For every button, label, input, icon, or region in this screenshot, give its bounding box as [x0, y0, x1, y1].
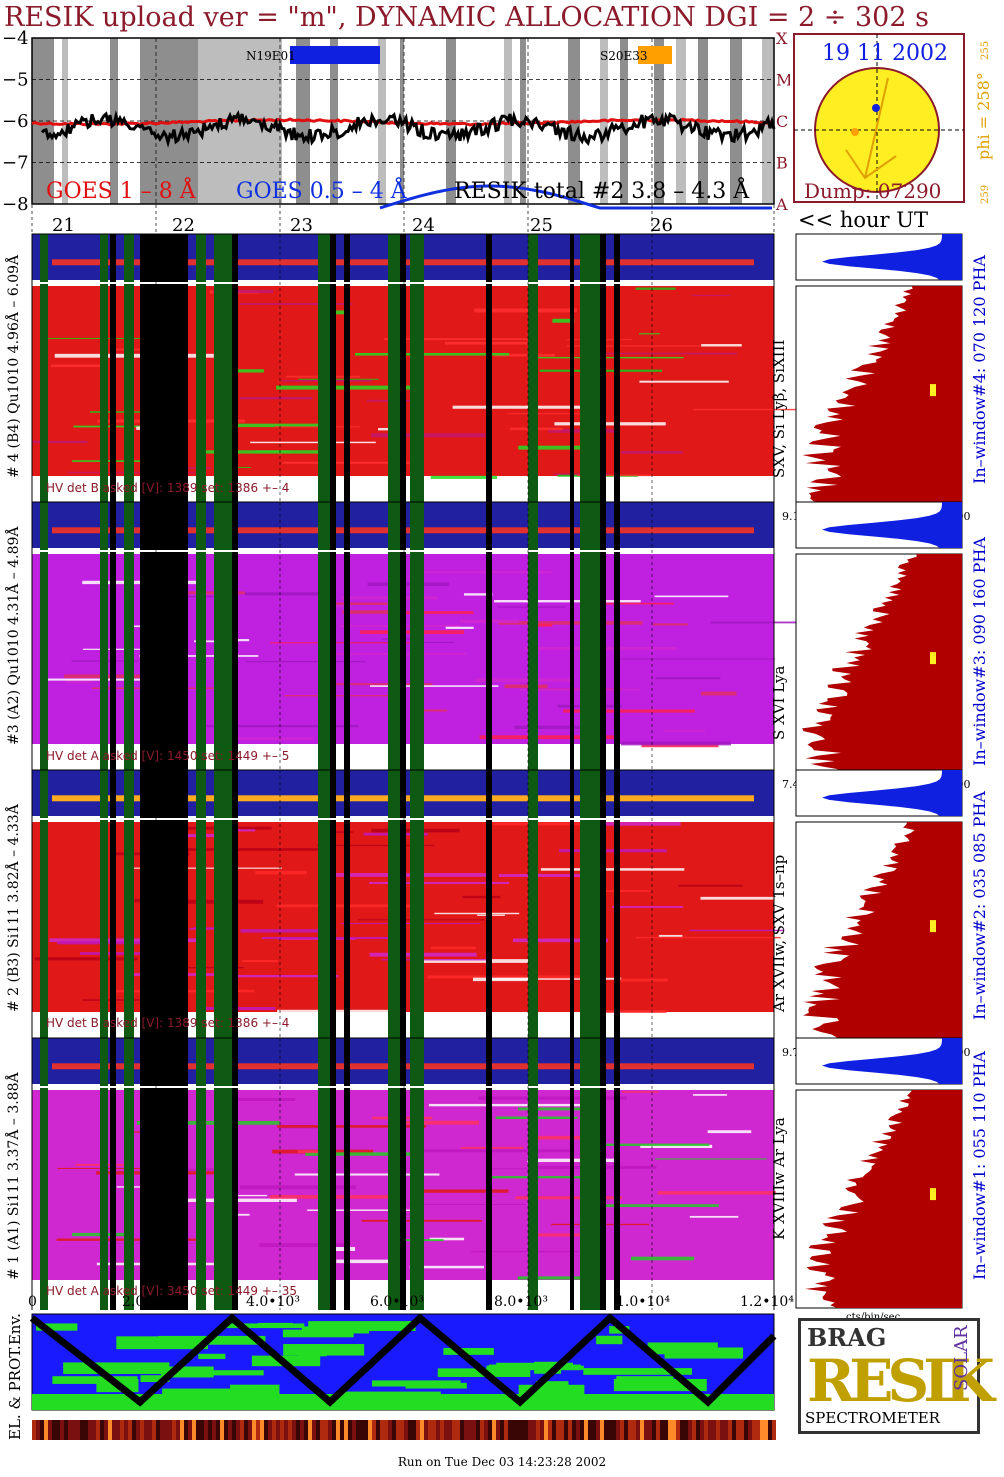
pha-peak: [822, 502, 962, 548]
resik-series: [40, 110, 776, 148]
channel-4-window-label: In–window#4: 070 120 PHA: [970, 255, 989, 484]
counts-tick-label: 8.0•10³: [494, 1294, 548, 1310]
region-label-2: S20E33: [600, 49, 648, 63]
eclipse-band: [62, 38, 68, 204]
region-marker-2: [851, 128, 859, 136]
channel-1-panel: 8.636.474.322.160.00: [31, 1037, 963, 1310]
counts-tick-label: 1.2•10⁴: [740, 1294, 794, 1310]
channel-1-left-label: # 1 (A1) Si111 3.37Å – 3.88Å: [6, 1072, 22, 1280]
logo-bottom: SPECTROMETER: [805, 1409, 940, 1427]
goes-class-tick: X: [776, 30, 788, 48]
pha-histogram: [805, 1090, 962, 1308]
channel-4-left-label: # 4 (B4) Qu1010 4.96Å – 6.09Å: [6, 254, 22, 478]
legend-resik: RESIK total #2 3.8 – 4.3 Å: [454, 176, 750, 204]
goes-panel: −4 −5 −6 −7 −8 X M C B A N19E01 S20E33 GOES 1 – …: [2, 30, 790, 215]
pha-histogram: [802, 554, 962, 772]
goes-ytick: −7: [2, 153, 29, 174]
page-title: RESIK upload ver = "m", DYNAMIC ALLOCATI…: [4, 2, 929, 33]
goes-ytick: −6: [2, 111, 29, 132]
pha-peak: [822, 234, 962, 280]
pha-unit-label: cts/bin/sec: [846, 1312, 901, 1322]
hour-axis: 21 22 23 24 25 26: [31, 205, 775, 235]
channel-2-right-label: Ar XVIIw, SXV 1s–np: [770, 854, 788, 1012]
legend-goes-long: GOES 1 – 8 Å: [46, 176, 197, 204]
goes-class-tick: A: [775, 195, 788, 214]
sun-date: 19 11 2002: [822, 41, 948, 66]
goes-ytick: −4: [2, 30, 29, 49]
env-label: EL. & PROT.Env.: [6, 1313, 24, 1440]
pha-window-marker: [930, 920, 936, 933]
hour-tick-label: 25: [530, 215, 553, 235]
goes-class-tick: B: [776, 154, 788, 173]
eclipse-band: [446, 38, 456, 204]
pha-histogram: [803, 822, 962, 1040]
counts-tick-label: 4.0•10³: [246, 1294, 300, 1310]
channel-3-hv: HV det A asked [V]: 1450 set: 1449 +– 5: [46, 749, 290, 763]
hour-tick-label: 22: [172, 215, 195, 235]
counts-tick-label: 1.0•10⁴: [616, 1294, 670, 1310]
legend-goes-short: GOES 0.5 – 4 Å: [236, 176, 408, 204]
channel-2-window-label: In–window#2: 035 085 PHA: [970, 791, 989, 1020]
pha-window-marker: [930, 384, 936, 397]
counts-tick-label: 0: [28, 1294, 37, 1310]
pha-window-marker: [930, 652, 936, 665]
goes-class-tick: M: [776, 71, 790, 90]
pha-window-marker: [930, 1188, 936, 1201]
goes-ytick: −5: [2, 70, 29, 91]
channel-1-hv: HV det A asked [V]: 3450 set: 1449 +– 35: [46, 1284, 298, 1298]
phi-sup: 255: [980, 40, 991, 60]
goes-class-tick: C: [776, 112, 788, 131]
pha-peak: [822, 1038, 962, 1084]
counts-tick-label: 6.0•10³: [370, 1294, 424, 1310]
goes-short-series: [379, 184, 772, 210]
channel-3-left-label: #3 (A2) Qu1010 4.31Å – 4.89Å: [6, 526, 22, 745]
channel-2-panel: 9.787.344.892.450.00: [31, 769, 971, 1059]
hour-tick-label: 26: [650, 215, 673, 235]
resik-logo: BRAG RESIK SOLAR SPECTROMETER: [798, 1318, 995, 1434]
channel-1-right-label: K XVIIIw Ar Lya: [770, 1117, 788, 1240]
channel-3-window-label: In–window#3: 090 160 PHA: [970, 537, 989, 766]
region-label-1: N19E01: [246, 49, 296, 63]
region-marker-1: [872, 104, 880, 112]
goes-ytick: −8: [2, 194, 29, 215]
channel-4-right-label: SXV, Si Lyβ, SiXIII: [770, 339, 788, 478]
channel-3-right-label: S XVI Lya: [770, 665, 788, 740]
channel-1-window-label: In–window#1: 055 110 PHA: [970, 1051, 989, 1280]
channel-3-panel: 7.465.593.731.860.00: [31, 501, 971, 791]
region-bar-s20e33: [638, 46, 672, 64]
logo-top: BRAG: [807, 1323, 887, 1352]
region-bar-n19e01: [290, 46, 380, 64]
phi-low: 259: [980, 184, 991, 204]
channel-panels: 9.186.884.592.290.007.465.593.731.860.00…: [31, 233, 971, 1310]
run-timestamp: Run on Tue Dec 03 14:23:28 2002: [397, 1455, 607, 1469]
counts-tick-label: 2.0•10³: [122, 1294, 176, 1310]
phi-label: phi = 258°: [974, 72, 993, 160]
channel-4-panel: 9.186.884.592.290.00: [31, 233, 971, 523]
counts-axis: 0 2.0•10³ 4.0•10³ 6.0•10³ 8.0•10³ 1.0•10⁴ 1.2•…: [28, 1294, 901, 1322]
sun-panel: 19 11 2002 Dump: 07290: [793, 33, 965, 203]
hour-tick-label: 24: [412, 215, 435, 235]
logo-side: SOLAR: [951, 1325, 972, 1391]
environment-panel: [29, 1313, 777, 1440]
pha-peak: [822, 770, 962, 816]
dump-label: Dump: 07290: [804, 179, 941, 203]
logo-letters: RESIK: [807, 1347, 995, 1415]
channel-4-hv: HV det B asked [V]: 1389 set: 1386 +– 4: [46, 481, 290, 495]
channel-2-hv: HV det B asked [V]: 1389 set: 1386 +– 4: [46, 1016, 290, 1030]
hour-tick-label: 23: [290, 215, 313, 235]
hour-tick-label: 21: [52, 215, 75, 235]
pha-histogram: [802, 286, 962, 504]
hour-axis-label: << hour UT: [798, 208, 928, 232]
channel-2-left-label: # 2 (B3) Si111 3.82Å – 4.33Å: [6, 804, 22, 1012]
